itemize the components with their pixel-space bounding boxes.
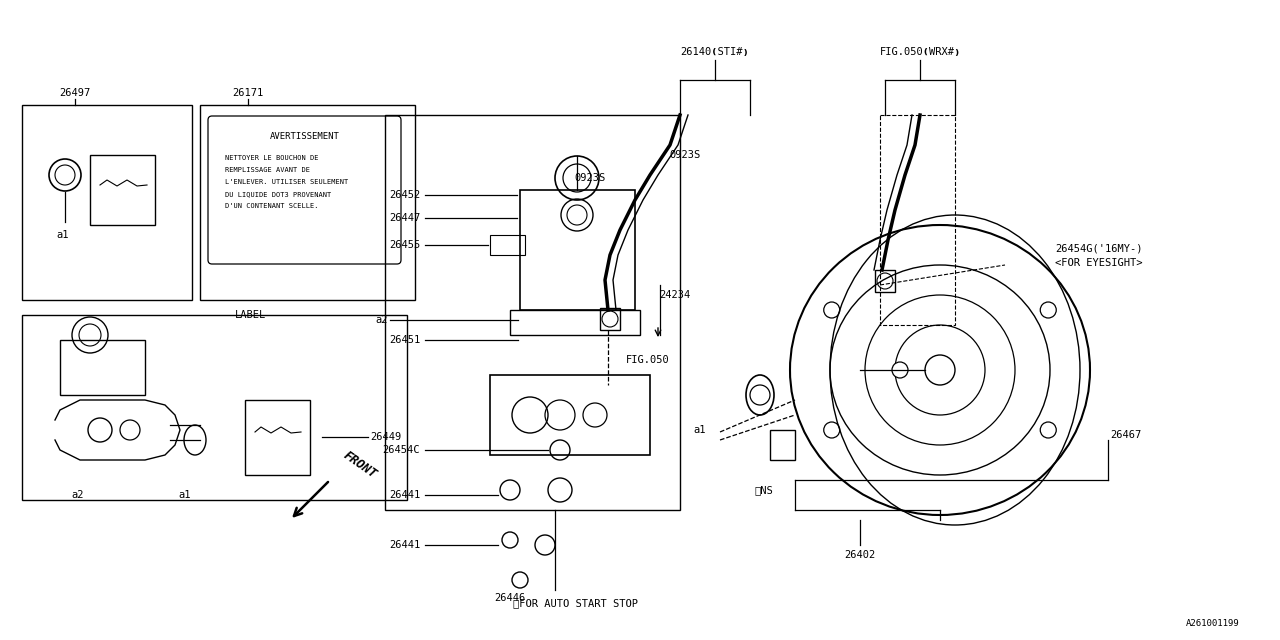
Text: 26447: 26447 xyxy=(389,213,420,223)
Text: ※FOR AUTO START STOP: ※FOR AUTO START STOP xyxy=(512,598,637,608)
Bar xyxy=(600,308,620,330)
Bar xyxy=(385,115,680,510)
Text: REMPLISSAGE AVANT DE: REMPLISSAGE AVANT DE xyxy=(225,167,310,173)
Bar xyxy=(60,340,145,395)
Text: a1: a1 xyxy=(179,490,191,500)
Text: ※NS: ※NS xyxy=(755,485,773,495)
Text: 26446: 26446 xyxy=(494,593,526,603)
Text: 24234: 24234 xyxy=(659,290,691,300)
Text: a1: a1 xyxy=(56,230,69,240)
Text: 26497: 26497 xyxy=(59,88,91,98)
Text: L'ENLEVER. UTILISER SEULEMENT: L'ENLEVER. UTILISER SEULEMENT xyxy=(225,179,348,185)
Text: 26452: 26452 xyxy=(389,190,420,200)
Bar xyxy=(90,155,155,225)
Text: A261001199: A261001199 xyxy=(1187,618,1240,627)
Circle shape xyxy=(892,362,908,378)
Bar xyxy=(200,105,415,300)
Text: a2: a2 xyxy=(72,490,84,500)
Bar xyxy=(22,315,407,500)
Text: 26449: 26449 xyxy=(370,432,401,442)
Bar xyxy=(520,190,635,310)
Text: 26140❪STI#❫: 26140❪STI#❫ xyxy=(681,47,749,57)
Text: 0923S: 0923S xyxy=(575,173,605,183)
Text: FRONT: FRONT xyxy=(340,449,379,481)
Text: 26441: 26441 xyxy=(389,490,420,500)
Bar xyxy=(490,235,525,255)
Text: LABEL: LABEL xyxy=(234,310,266,320)
Text: 26441: 26441 xyxy=(389,540,420,550)
Bar xyxy=(881,115,955,325)
Text: DU LIQUIDE DOT3 PROVENANT: DU LIQUIDE DOT3 PROVENANT xyxy=(225,191,332,197)
Text: 26454G('16MY-): 26454G('16MY-) xyxy=(1055,243,1143,253)
Text: a1: a1 xyxy=(694,425,707,435)
Bar xyxy=(244,400,310,475)
Text: 0923S: 0923S xyxy=(669,150,700,160)
Text: D'UN CONTENANT SCELLE.: D'UN CONTENANT SCELLE. xyxy=(225,203,319,209)
Bar xyxy=(509,310,640,335)
Text: FIG.050❪WRX#❫: FIG.050❪WRX#❫ xyxy=(879,47,960,57)
Bar xyxy=(490,375,650,455)
Bar xyxy=(771,430,795,460)
Text: 26454C: 26454C xyxy=(383,445,420,455)
Text: 26402: 26402 xyxy=(845,550,876,560)
Bar xyxy=(876,270,895,292)
Text: NETTOYER LE BOUCHON DE: NETTOYER LE BOUCHON DE xyxy=(225,155,319,161)
Text: 26171: 26171 xyxy=(233,88,264,98)
Bar xyxy=(22,105,192,300)
Text: <FOR EYESIGHT>: <FOR EYESIGHT> xyxy=(1055,258,1143,268)
Text: FIG.050: FIG.050 xyxy=(626,355,669,365)
Text: a2: a2 xyxy=(375,315,388,325)
Text: AVERTISSEMENT: AVERTISSEMENT xyxy=(270,131,340,141)
Text: 26455: 26455 xyxy=(389,240,420,250)
Text: 26451: 26451 xyxy=(389,335,420,345)
Text: 26467: 26467 xyxy=(1110,430,1142,440)
